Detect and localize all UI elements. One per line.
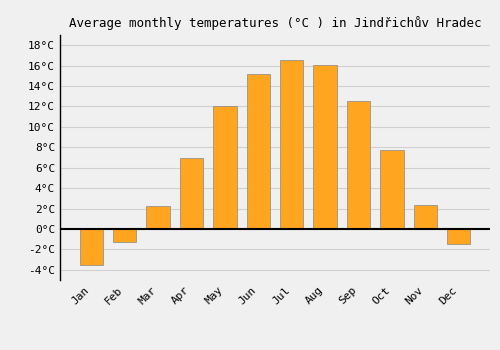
Bar: [314, 65, 337, 229]
Bar: [280, 60, 303, 229]
Bar: [246, 74, 270, 229]
Bar: [414, 205, 437, 229]
Bar: [447, 229, 470, 244]
Bar: [380, 150, 404, 229]
Bar: [113, 229, 136, 242]
Bar: [80, 229, 103, 265]
Bar: [347, 102, 370, 229]
Bar: [213, 106, 236, 229]
Bar: [146, 206, 170, 229]
Bar: [180, 158, 203, 229]
Title: Average monthly temperatures (°C ) in Jindřichův Hradec: Average monthly temperatures (°C ) in Ji…: [69, 16, 481, 30]
